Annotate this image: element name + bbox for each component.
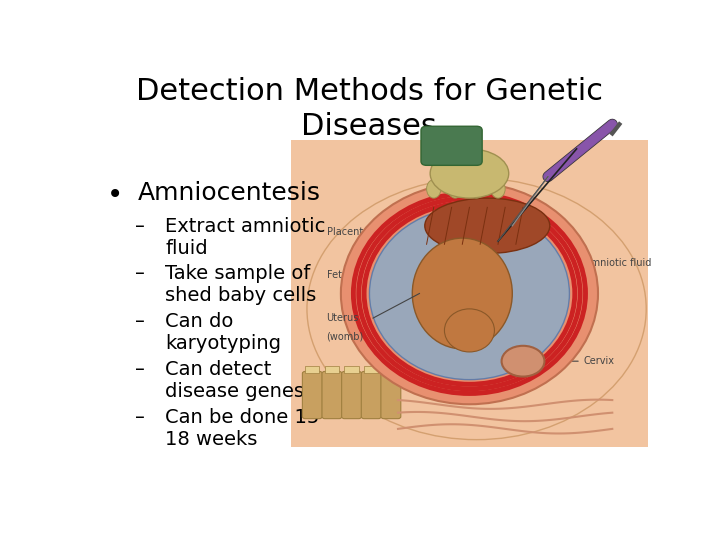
FancyBboxPatch shape	[322, 372, 342, 418]
Text: –: –	[135, 360, 145, 379]
Text: Fetus: Fetus	[327, 270, 431, 280]
Ellipse shape	[469, 180, 484, 198]
Ellipse shape	[448, 180, 462, 198]
Text: Amniotic fluid: Amniotic fluid	[551, 258, 651, 268]
Text: Take sample of
shed baby cells: Take sample of shed baby cells	[166, 265, 317, 306]
FancyBboxPatch shape	[421, 126, 482, 165]
Ellipse shape	[413, 238, 513, 349]
Bar	[325, 366, 339, 374]
Text: –: –	[135, 265, 145, 284]
Ellipse shape	[426, 180, 441, 198]
Ellipse shape	[425, 198, 550, 253]
Ellipse shape	[502, 346, 544, 376]
Text: Uterus: Uterus	[327, 313, 359, 323]
Text: –: –	[135, 217, 145, 235]
FancyBboxPatch shape	[302, 372, 323, 418]
Text: Cervix: Cervix	[544, 356, 615, 366]
Text: –: –	[135, 312, 145, 331]
Bar	[344, 366, 359, 374]
Ellipse shape	[430, 149, 509, 198]
Text: Can do
karyotyping: Can do karyotyping	[166, 312, 282, 353]
FancyBboxPatch shape	[361, 372, 381, 418]
Ellipse shape	[491, 180, 505, 198]
Ellipse shape	[369, 207, 570, 380]
Ellipse shape	[444, 309, 495, 352]
Text: –: –	[135, 408, 145, 427]
Text: Amniocentesis: Amniocentesis	[138, 181, 320, 205]
Text: Extract amniotic
fluid: Extract amniotic fluid	[166, 217, 325, 258]
Text: Can be done 15-
18 weeks: Can be done 15- 18 weeks	[166, 408, 327, 449]
Text: •: •	[107, 181, 123, 209]
Bar	[291, 140, 648, 447]
Ellipse shape	[341, 183, 598, 404]
Text: (womb): (womb)	[327, 332, 364, 342]
FancyBboxPatch shape	[342, 372, 361, 418]
Bar	[364, 366, 379, 374]
Text: Placenta: Placenta	[327, 227, 445, 237]
FancyBboxPatch shape	[381, 372, 401, 418]
Bar	[305, 366, 320, 374]
Ellipse shape	[307, 178, 647, 440]
Text: Detection Methods for Genetic
Diseases: Detection Methods for Genetic Diseases	[135, 77, 603, 141]
Text: Can detect
disease genes: Can detect disease genes	[166, 360, 305, 401]
Bar	[384, 366, 398, 374]
